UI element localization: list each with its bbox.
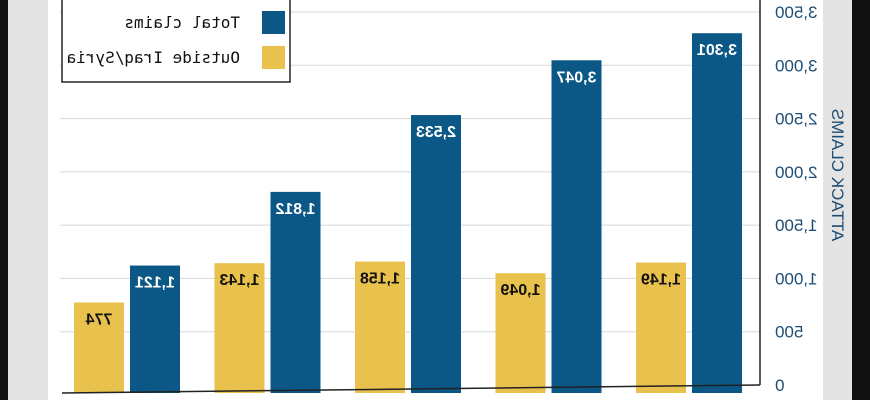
x-axis-line xyxy=(61,384,761,394)
bar-label-outside-iraq-syria: 1,049 xyxy=(500,282,540,299)
bar-outside-iraq-syria xyxy=(355,261,405,393)
bar-label-total-claims: 1,812 xyxy=(275,201,315,218)
legend-swatch-total xyxy=(262,11,285,34)
bar-label-outside-iraq-syria: 1,158 xyxy=(360,271,400,288)
bar-total-claims xyxy=(551,60,602,393)
screen-edge-left xyxy=(0,0,8,400)
bar-total-claims xyxy=(270,191,321,393)
y-axis-label: ATTACK CLAIMS xyxy=(828,109,847,242)
y-tick-label: 500 xyxy=(775,323,803,342)
bar-label-outside-iraq-syria: 1,149 xyxy=(641,272,681,289)
bar-outside-iraq-syria xyxy=(214,263,265,393)
legend: Total claims Outside Iraq/Syria xyxy=(61,0,291,83)
bar-label-total-claims: 1,121 xyxy=(135,275,175,292)
bar-total-claims xyxy=(692,33,742,394)
y-tick-label: 0 xyxy=(775,376,784,395)
screen-edge-right xyxy=(852,0,870,400)
bar-outside-iraq-syria xyxy=(636,262,686,393)
bar-label-total-claims: 3,047 xyxy=(556,69,596,86)
legend-box xyxy=(61,0,291,83)
y-tick-label: 1,500 xyxy=(775,216,818,235)
y-tick-label: 3,000 xyxy=(775,56,818,75)
bar-outside-iraq-syria xyxy=(74,302,124,393)
y-tick-label: 2,500 xyxy=(775,110,818,129)
bar-total-claims xyxy=(130,265,180,393)
bar-total-claims xyxy=(411,115,461,394)
legend-label-total: Total claims xyxy=(124,13,240,32)
legend-swatch-outside xyxy=(262,46,285,69)
y-tick-label: 1,000 xyxy=(775,269,818,288)
bar-label-total-claims: 3,301 xyxy=(697,42,737,59)
y-tick-label: 2,000 xyxy=(775,163,818,182)
bar-label-total-claims: 2,533 xyxy=(416,124,456,141)
bar-label-outside-iraq-syria: 774 xyxy=(86,312,113,329)
legend-label-outside: Outside Iraq/Syria xyxy=(67,48,240,67)
bar-outside-iraq-syria xyxy=(495,273,546,393)
bar-label-outside-iraq-syria: 1,143 xyxy=(219,272,259,289)
y-tick-label: 3,500 xyxy=(775,3,818,22)
